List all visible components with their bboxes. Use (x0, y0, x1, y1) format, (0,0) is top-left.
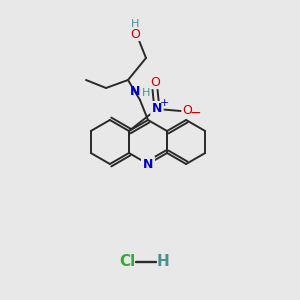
Text: N: N (143, 158, 153, 170)
Text: O: O (130, 28, 140, 40)
Text: N: N (130, 85, 140, 98)
Text: N: N (152, 103, 162, 116)
Text: −: − (189, 106, 201, 120)
Text: O: O (182, 104, 192, 118)
Text: +: + (160, 98, 170, 108)
Text: H: H (142, 88, 150, 98)
Text: Cl: Cl (119, 254, 135, 269)
Text: H: H (131, 19, 139, 29)
Text: H: H (157, 254, 169, 269)
Text: O: O (150, 76, 160, 88)
